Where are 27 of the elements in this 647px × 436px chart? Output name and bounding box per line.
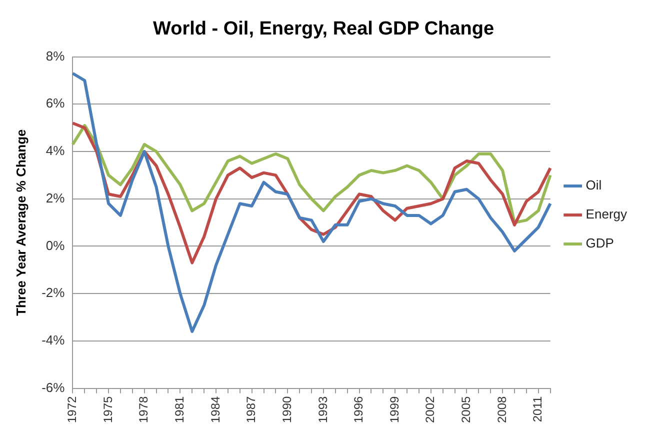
legend-label: Energy bbox=[586, 206, 628, 222]
y-tick-label: -6% bbox=[42, 380, 66, 395]
y-tick-label: 0% bbox=[46, 238, 66, 253]
legend-label: Oil bbox=[586, 178, 602, 193]
y-axis-title: Three Year Average % Change bbox=[13, 129, 28, 316]
x-tick-label: 1993 bbox=[316, 396, 330, 424]
y-tick-label: 4% bbox=[46, 143, 66, 158]
legend-label: GDP bbox=[586, 236, 614, 251]
x-tick-label: 1999 bbox=[387, 396, 402, 424]
x-tick-label: 1978 bbox=[136, 396, 151, 424]
x-tick-label: 1984 bbox=[208, 396, 222, 424]
x-tick-label: 2002 bbox=[423, 396, 438, 424]
x-tick-label: 1987 bbox=[244, 396, 258, 424]
y-tick-label: 6% bbox=[46, 96, 66, 111]
y-tick-label: 8% bbox=[46, 48, 66, 64]
x-tick-label: 2005 bbox=[459, 396, 474, 424]
chart-title: World - Oil, Energy, Real GDP Change bbox=[152, 18, 494, 40]
x-tick-label: 1996 bbox=[352, 396, 366, 424]
x-tick-label: 2011 bbox=[530, 396, 545, 422]
y-tick-label: 2% bbox=[46, 190, 66, 206]
y-tick-label: -4% bbox=[42, 332, 66, 348]
x-tick-label: 1990 bbox=[280, 396, 294, 424]
x-tick-label: 1972 bbox=[65, 396, 80, 424]
y-tick-label: -2% bbox=[42, 285, 66, 300]
x-tick-label: 1975 bbox=[100, 396, 115, 424]
x-tick-label: 2008 bbox=[494, 396, 509, 424]
x-tick-label: 1981 bbox=[172, 396, 186, 424]
